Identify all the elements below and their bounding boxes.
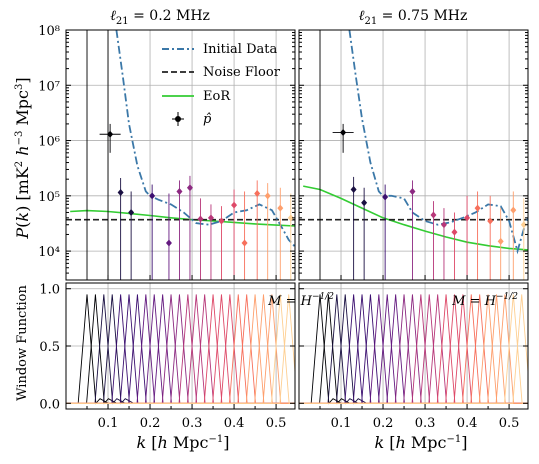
data-point xyxy=(382,193,389,201)
eor-curve xyxy=(303,185,528,251)
data-point xyxy=(254,190,261,198)
data-point xyxy=(107,130,114,138)
x-tick-label: 0.2 xyxy=(140,416,161,431)
top-plot-area xyxy=(66,30,295,280)
data-point xyxy=(176,187,183,195)
legend-estimate-label: p̂ xyxy=(203,112,212,127)
x-tick-label: 0.1 xyxy=(98,416,119,431)
window-function xyxy=(299,294,528,404)
x-tick-label: 0.3 xyxy=(415,416,436,431)
y-tick-label: 10⁵ xyxy=(38,190,60,205)
data-point xyxy=(186,184,193,192)
data-point xyxy=(287,214,294,222)
data-point xyxy=(350,186,357,194)
initial-data-curve xyxy=(115,30,295,248)
legend-initial-data-label: Initial Data xyxy=(203,42,277,57)
y-axis-label-bottom: Window Function xyxy=(15,285,30,401)
window-function xyxy=(66,294,295,404)
data-point xyxy=(451,228,458,236)
data-point xyxy=(128,208,135,216)
eor-curve xyxy=(70,209,295,227)
x-tick-label: 0.5 xyxy=(266,416,287,431)
data-point xyxy=(474,204,481,212)
y-tick-label: 1.0 xyxy=(39,283,60,298)
bottom-plot-area xyxy=(299,294,528,405)
data-point xyxy=(149,192,156,200)
data-point xyxy=(197,215,204,223)
data-point xyxy=(231,201,238,209)
top-axes-frame xyxy=(298,29,529,281)
y-axis-label-top: P(k) [mK2 h−3 Mpc3] xyxy=(13,77,32,239)
x-tick-label: 0.4 xyxy=(457,416,478,431)
legend: Initial Data Noise Floor EoR p̂ xyxy=(162,42,281,127)
data-point xyxy=(218,217,225,225)
x-axis-label-right: k [h Mpc−1] xyxy=(374,433,467,452)
top-axes-frame xyxy=(65,29,296,281)
x-tick-label: 0.5 xyxy=(499,416,520,431)
data-point xyxy=(430,211,437,219)
data-point xyxy=(464,214,471,222)
data-point xyxy=(487,217,494,225)
top-plot-area xyxy=(299,30,528,280)
legend-noise-floor-label: Noise Floor xyxy=(203,65,281,80)
x-tick-label: 0.2 xyxy=(373,416,394,431)
data-point xyxy=(277,204,284,212)
data-point xyxy=(510,206,517,214)
y-tick-label: 10⁷ xyxy=(38,79,60,94)
panel-title-right: ℓ21 = 0.75 MHz xyxy=(359,8,468,27)
panel-right: 0.1 0.2 0.3 0.4 0.5 xyxy=(298,29,529,431)
initial-data-curve xyxy=(348,30,528,255)
x-tick-label: 0.4 xyxy=(224,416,245,431)
x-tick-label: 0.3 xyxy=(182,416,203,431)
data-point xyxy=(520,221,527,229)
legend-eor-label: EoR xyxy=(203,89,231,104)
bottom-plot-area xyxy=(66,294,295,405)
data-point xyxy=(207,214,214,222)
window-annotation-right: M = H−1/2 xyxy=(451,292,518,309)
data-point xyxy=(165,239,172,247)
legend-estimate-marker xyxy=(175,116,181,122)
plot-layer: 0.1 0.2 0.3 0.4 0.510⁴10⁵10⁶10⁷10⁸0.00.51.00… xyxy=(38,24,529,431)
data-point xyxy=(241,239,248,247)
panel-left: 0.1 0.2 0.3 0.4 0.5 10⁴ 10⁵ 10⁶ 10⁷ 10⁸ 0.0 0.5 1.0 xyxy=(38,24,296,431)
data-point xyxy=(361,199,368,207)
y-tick-label: 0.0 xyxy=(39,397,60,412)
y-tick-label: 0.5 xyxy=(39,340,60,355)
data-point xyxy=(264,192,271,200)
data-point xyxy=(497,237,504,245)
window-annotation-left: M = H−1/2 xyxy=(267,292,334,309)
data-point xyxy=(409,187,416,195)
y-tick-label: 10⁶ xyxy=(38,135,60,150)
data-point xyxy=(117,188,124,196)
panel-title-left: ℓ21 = 0.2 MHz xyxy=(110,8,210,27)
y-tick-label: 10⁸ xyxy=(38,24,60,39)
data-point xyxy=(340,128,347,136)
x-axis-label-left: k [h Mpc−1] xyxy=(136,433,229,452)
x-tick-label: 0.1 xyxy=(331,416,352,431)
y-tick-label: 10⁴ xyxy=(38,245,60,260)
data-point xyxy=(440,221,447,229)
